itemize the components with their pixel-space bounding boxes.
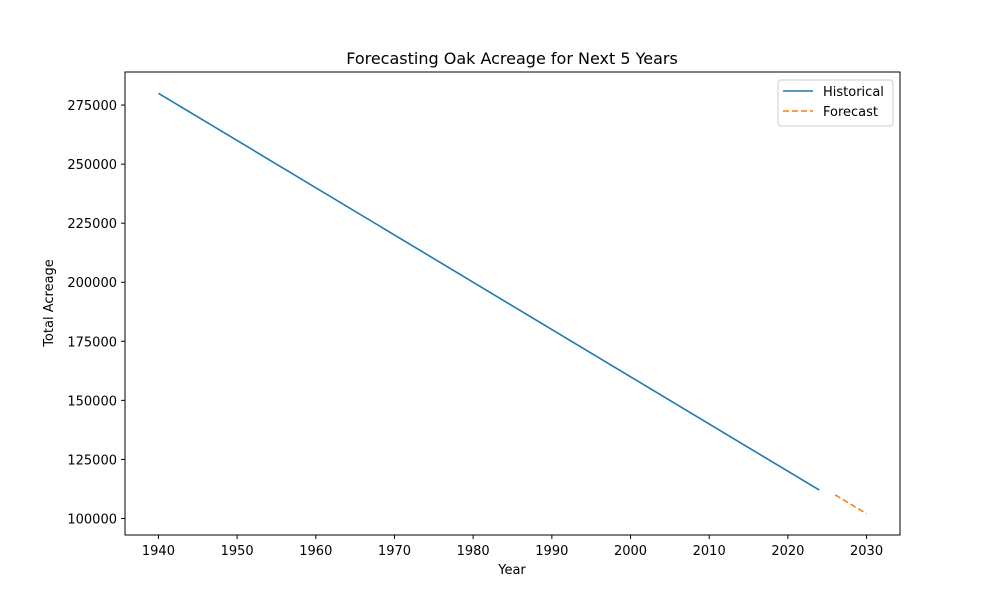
x-axis-ticks: 1940 1950 1960 1970 1980 1990 2000 2010 2020 2030 bbox=[142, 535, 883, 559]
y-tick-label: 200000 bbox=[67, 276, 117, 291]
x-tick-label: 2010 bbox=[693, 544, 726, 559]
x-tick-label: 2000 bbox=[614, 544, 647, 559]
x-tick-label: 1990 bbox=[535, 544, 568, 559]
x-tick-label: 2020 bbox=[771, 544, 804, 559]
y-tick-label: 100000 bbox=[67, 512, 117, 527]
y-tick-label: 175000 bbox=[67, 335, 117, 350]
x-tick-label: 1940 bbox=[142, 544, 175, 559]
y-axis-label: Total Acreage bbox=[42, 259, 57, 348]
y-tick-label: 125000 bbox=[67, 453, 117, 468]
y-tick-label: 225000 bbox=[67, 217, 117, 232]
x-tick-label: 1950 bbox=[221, 544, 254, 559]
legend: Historical Forecast bbox=[777, 79, 894, 127]
legend-label-historical: Historical bbox=[823, 85, 884, 100]
y-axis-ticks: 100000 125000 150000 175000 200000 225000 2500… bbox=[67, 99, 125, 527]
x-tick-label: 1960 bbox=[299, 544, 332, 559]
y-tick-label: 150000 bbox=[67, 394, 117, 409]
y-tick-label: 250000 bbox=[67, 158, 117, 173]
x-tick-label: 1970 bbox=[378, 544, 411, 559]
x-axis-label: Year bbox=[497, 563, 526, 578]
x-tick-label: 1980 bbox=[457, 544, 490, 559]
series-line-historical bbox=[158, 92, 820, 491]
y-tick-label: 275000 bbox=[67, 99, 117, 114]
legend-label-forecast: Forecast bbox=[823, 105, 878, 120]
series-line-forecast bbox=[834, 494, 867, 515]
plot-frame bbox=[124, 71, 901, 536]
x-tick-label: 2030 bbox=[850, 544, 883, 559]
series-layer bbox=[158, 92, 867, 515]
chart-title: Forecasting Oak Acreage for Next 5 Years bbox=[346, 49, 678, 68]
